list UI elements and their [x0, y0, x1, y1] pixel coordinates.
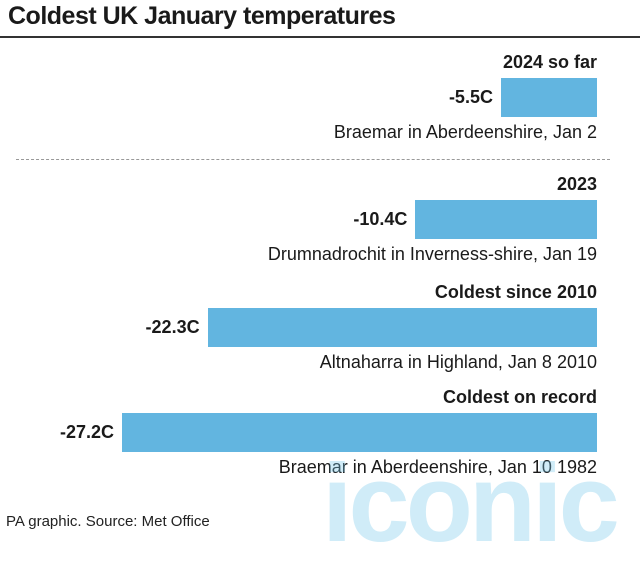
dashed-divider	[16, 159, 610, 160]
value-label: -27.2C	[59, 422, 114, 442]
bar-heading: 2024 so far	[502, 52, 597, 72]
value-label: -10.4C	[353, 209, 408, 229]
bar	[415, 200, 597, 239]
bar	[500, 78, 597, 117]
source-footer: PA graphic. Source: Met Office	[6, 513, 210, 530]
location-label: Altnaharra in Highland, Jan 8 2010	[319, 352, 597, 372]
bar-heading: Coldest on record	[442, 387, 597, 407]
bar	[122, 413, 597, 452]
value-label: -22.3C	[145, 317, 200, 337]
bar-heading: Coldest since 2010	[434, 282, 597, 302]
bar-heading: 2023	[556, 174, 597, 194]
location-label: Drumnadrochit in Inverness-shire, Jan 19	[267, 244, 597, 264]
watermark: iconic	[322, 442, 620, 565]
bar	[207, 308, 597, 347]
location-label: Braemar in Aberdeenshire, Jan 10 1982	[278, 457, 597, 477]
location-label: Braemar in Aberdeenshire, Jan 2	[333, 122, 597, 142]
title-rule	[0, 36, 640, 38]
chart-title: Coldest UK January temperatures	[8, 2, 396, 30]
value-label: -5.5C	[448, 87, 493, 107]
